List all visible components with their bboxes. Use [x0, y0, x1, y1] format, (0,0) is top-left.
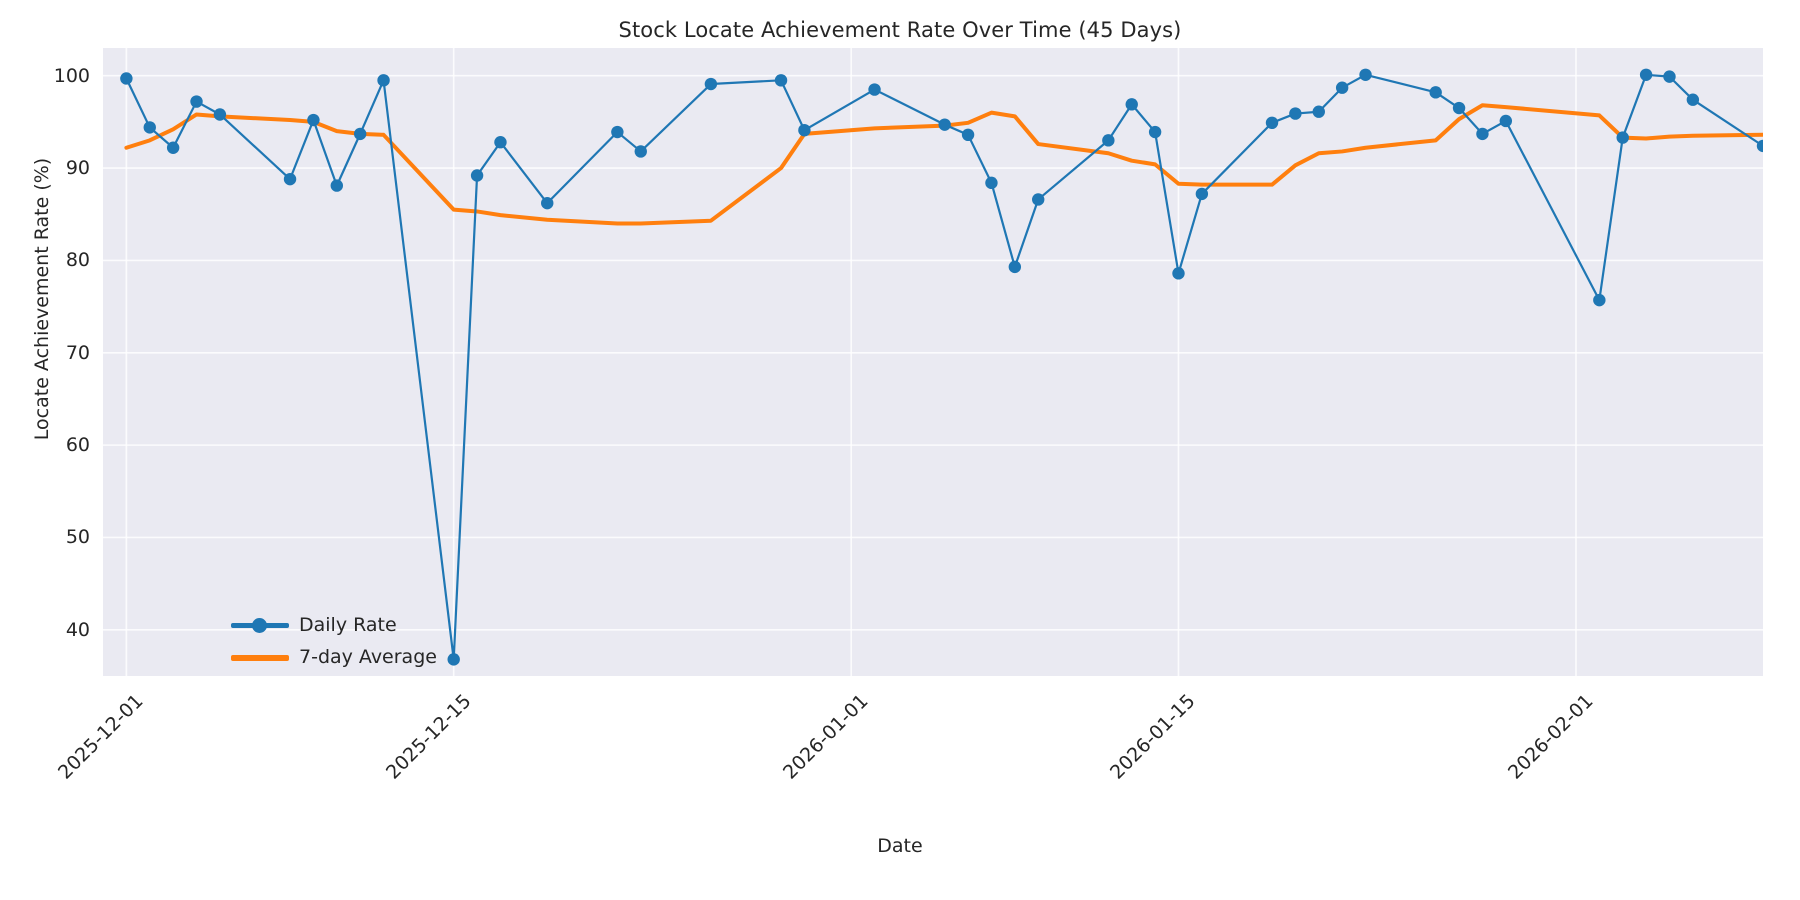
- y-tick-label: 100: [53, 64, 90, 87]
- legend-dot-swatch: [252, 617, 267, 633]
- data-point-marker: [1686, 93, 1700, 106]
- x-axis-label: Date: [877, 835, 923, 857]
- x-tick-label: 2025-12-15: [381, 690, 476, 784]
- data-point-marker: [1499, 114, 1513, 128]
- data-point-marker: [330, 179, 343, 192]
- data-point-marker: [1476, 127, 1489, 141]
- plot-svg: [103, 48, 1763, 676]
- data-point-marker: [798, 123, 811, 137]
- y-tick-label: 70: [65, 341, 90, 364]
- plot-area: Daily Rate 7-day Average: [103, 48, 1763, 676]
- data-point-marker: [985, 176, 998, 190]
- data-point-marker: [1335, 81, 1349, 94]
- data-point-marker: [938, 118, 951, 131]
- legend-label-daily-rate: Daily Rate: [299, 614, 397, 636]
- data-point-marker: [143, 121, 156, 134]
- data-point-marker: [1032, 193, 1045, 206]
- data-point-marker: [541, 196, 554, 210]
- legend-line-icon: [231, 646, 289, 668]
- data-point-marker: [1756, 139, 1763, 153]
- data-point-marker: [774, 74, 788, 87]
- data-point-marker: [1452, 101, 1466, 115]
- x-tick-label: 2025-12-01: [54, 690, 148, 784]
- series-line-7-day-average: [124, 103, 1763, 226]
- data-point-marker: [1593, 293, 1606, 307]
- data-point-marker: [704, 77, 718, 91]
- y-tick-label: 90: [65, 157, 90, 180]
- legend-line-swatch: [231, 655, 289, 661]
- data-point-marker: [1663, 70, 1676, 83]
- data-point-marker: [190, 95, 203, 108]
- series-line-daily-rate: [125, 73, 1763, 661]
- data-point-marker: [166, 141, 180, 154]
- y-tick-label: 50: [65, 526, 90, 549]
- data-point-marker: [634, 145, 647, 158]
- data-point-marker: [1172, 267, 1185, 280]
- data-point-marker: [1616, 131, 1629, 144]
- legend-item-7-day-average[interactable]: 7-day Average: [231, 641, 437, 673]
- data-point-marker: [868, 83, 881, 96]
- data-point-marker: [961, 128, 975, 142]
- data-point-marker: [307, 113, 320, 127]
- data-point-marker: [1125, 98, 1138, 111]
- series-layer: [120, 68, 1763, 666]
- chart-title: Stock Locate Achievement Rate Over Time …: [618, 18, 1182, 42]
- legend-item-daily-rate[interactable]: Daily Rate: [231, 609, 437, 641]
- data-point-marker: [283, 172, 297, 186]
- x-tick-label: 2026-02-01: [1503, 690, 1598, 784]
- y-axis-label: Locate Achievement Rate (%): [31, 157, 53, 441]
- x-tick-label: 2026-01-01: [779, 690, 873, 784]
- y-tick-label: 60: [65, 434, 90, 457]
- data-point-marker: [1195, 187, 1209, 201]
- data-point-marker: [611, 125, 624, 139]
- data-point-marker: [353, 127, 367, 141]
- data-point-marker: [120, 72, 133, 85]
- gridlines: [103, 48, 1763, 676]
- data-point-marker: [494, 136, 507, 149]
- data-point-marker: [1148, 125, 1162, 139]
- data-point-marker: [1359, 68, 1372, 81]
- data-point-marker: [1639, 68, 1653, 81]
- chart-legend: Daily Rate 7-day Average: [221, 603, 447, 681]
- y-tick-label: 40: [65, 618, 90, 641]
- data-point-marker: [1102, 134, 1115, 147]
- data-point-marker: [447, 653, 460, 666]
- legend-line-marker-icon: [231, 614, 289, 636]
- data-point-marker: [1265, 116, 1279, 130]
- data-point-marker: [1008, 260, 1022, 274]
- data-point-marker: [1429, 86, 1442, 99]
- data-point-marker: [213, 108, 227, 121]
- data-point-marker: [1289, 107, 1302, 120]
- data-point-marker: [377, 74, 390, 87]
- legend-label-7-day-average: 7-day Average: [299, 646, 437, 668]
- data-point-marker: [470, 169, 484, 182]
- y-tick-label: 80: [65, 249, 90, 272]
- x-tick-label: 2026-01-15: [1106, 690, 1201, 784]
- data-point-marker: [1312, 105, 1325, 118]
